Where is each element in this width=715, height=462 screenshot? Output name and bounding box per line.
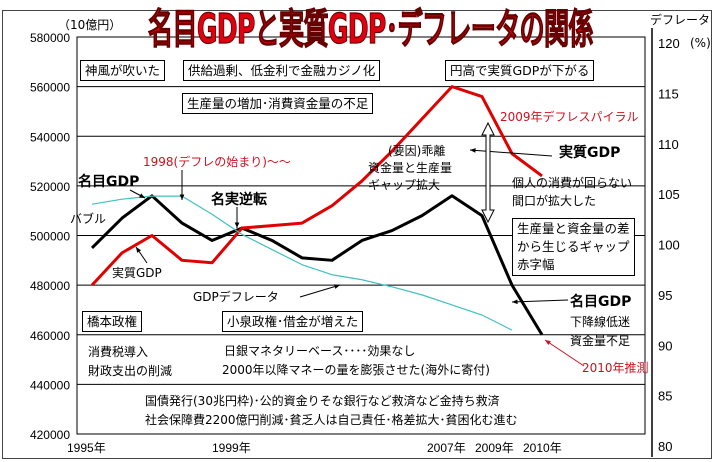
gap-double-arrow bbox=[481, 121, 495, 224]
arrow-head bbox=[512, 299, 518, 305]
annotation-arrow bbox=[544, 339, 585, 367]
label-nominal-gdp-right: 名目GDP bbox=[570, 294, 632, 310]
y-tick-label: 440000 bbox=[30, 378, 70, 392]
label-bubble: バブル bbox=[70, 212, 107, 226]
arrow-head bbox=[179, 194, 185, 200]
x-tick-label: 2009年 bbox=[475, 441, 514, 455]
y2-tick-label: 85 bbox=[658, 389, 672, 404]
left-axis-unit: （10億円） bbox=[58, 18, 122, 32]
label-bonds: 社会保障費2200億円削減･貧乏人は自己責任･格差拡大･貧困化む進む bbox=[145, 413, 518, 427]
y2-tick-label: 90 bbox=[658, 338, 672, 353]
annotation-box: 円高で実質GDPが下がる bbox=[445, 60, 595, 81]
label-reversal: 名実逆転 bbox=[211, 192, 267, 208]
label-bonds: 国債発行(30兆円枠)･公的資金りそな銀行など救済など金持ち救済 bbox=[145, 394, 500, 408]
y-tick-label: 580000 bbox=[30, 31, 70, 45]
label-consumption: 間口が拡大した bbox=[512, 194, 597, 208]
label-consumption: 個人の消費が回らない bbox=[512, 176, 633, 190]
series-line-1 bbox=[90, 85, 543, 287]
annotation-box: 小泉政権･借金が増えた bbox=[222, 311, 364, 332]
y2-tick-label: 110 bbox=[658, 137, 679, 152]
label-factor: ギャップ拡大 bbox=[368, 178, 441, 192]
label-tax: 消費税導入 bbox=[88, 345, 149, 359]
arrow-head bbox=[470, 148, 476, 153]
arrow-head bbox=[334, 284, 340, 289]
label-factor: (要因)乖離 bbox=[388, 144, 446, 158]
label-2010-estimate: 2010年推測 bbox=[582, 361, 649, 375]
right-axis-unit: (%) bbox=[690, 36, 711, 50]
x-tick-label: 2010年 bbox=[523, 441, 562, 455]
label-decline: 資金量不足 bbox=[570, 334, 631, 348]
y2-tick-label: 95 bbox=[658, 288, 672, 303]
y-tick-label: 540000 bbox=[30, 130, 70, 144]
y2-tick-label: 115 bbox=[658, 86, 679, 101]
label-tax: 財政支出の削減 bbox=[88, 364, 173, 378]
gap-box: 生産量と資金量の差 から生じるギャップ 赤字幅 bbox=[512, 218, 635, 276]
arrow-head bbox=[139, 193, 145, 198]
gap-box-line: 生産量と資金量の差 bbox=[517, 221, 630, 236]
annotation-arrow bbox=[511, 299, 569, 303]
x-tick-label: 2007年 bbox=[427, 441, 466, 455]
gap-box-line: 赤字幅 bbox=[517, 257, 555, 272]
label-nominal-gdp: 名目GDP bbox=[78, 174, 140, 190]
label-deflator: GDPデフレータ bbox=[193, 290, 279, 304]
annotation-arrow bbox=[469, 149, 553, 157]
y2-tick-label: 80 bbox=[658, 439, 672, 454]
y-tick-label: 500000 bbox=[30, 230, 70, 244]
y2-tick-label: 100 bbox=[658, 238, 680, 253]
annotation-box: 生産量の増加･消費資金量の不足 bbox=[182, 93, 374, 114]
x-tick-label: 1995年 bbox=[67, 441, 106, 455]
label-decline: 下降線低迷 bbox=[570, 315, 631, 329]
annotation-box: 橋本政権 bbox=[82, 311, 143, 332]
arrow-head bbox=[234, 222, 240, 228]
y-tick-label: 420000 bbox=[30, 428, 70, 442]
annotation-arrow bbox=[299, 284, 341, 298]
label-real-gdp: 実質GDP bbox=[112, 266, 162, 280]
label-deflation-spiral: 2009年デフレスパイラル bbox=[500, 110, 639, 124]
y-tick-label: 520000 bbox=[30, 180, 70, 194]
y2-tick-label: 105 bbox=[658, 187, 680, 202]
label-boj: 2000年以降マネーの量を膨張させた(海外に寄付) bbox=[222, 363, 490, 377]
arrow-head bbox=[136, 247, 142, 253]
y-tick-label: 560000 bbox=[30, 81, 70, 95]
y2-tick-label: 120 bbox=[658, 36, 680, 51]
y-tick-label: 480000 bbox=[30, 279, 70, 293]
label-deflation-start: 1998(デフレの始まり)～～ bbox=[143, 155, 291, 169]
label-real-gdp-right: 実質GDP bbox=[559, 145, 621, 161]
arrow-head bbox=[545, 340, 551, 346]
right-axis-title: デフレータ bbox=[650, 13, 711, 27]
label-factor: 資金量と生産量 bbox=[368, 161, 453, 175]
label-boj: 日銀マネタリーベース････効果なし bbox=[224, 344, 416, 358]
series-line-0 bbox=[90, 194, 544, 336]
chart-title: 名目GDPと実質GDP･デフレータの関係 bbox=[148, 5, 594, 54]
gap-box-line: から生じるギャップ bbox=[517, 239, 630, 254]
y-tick-label: 460000 bbox=[30, 329, 70, 343]
annotation-box: 神風が吹いた bbox=[80, 60, 166, 81]
x-tick-label: 1999年 bbox=[212, 441, 251, 455]
annotation-box: 供給過剰、低金利で金融カジノ化 bbox=[183, 60, 381, 81]
